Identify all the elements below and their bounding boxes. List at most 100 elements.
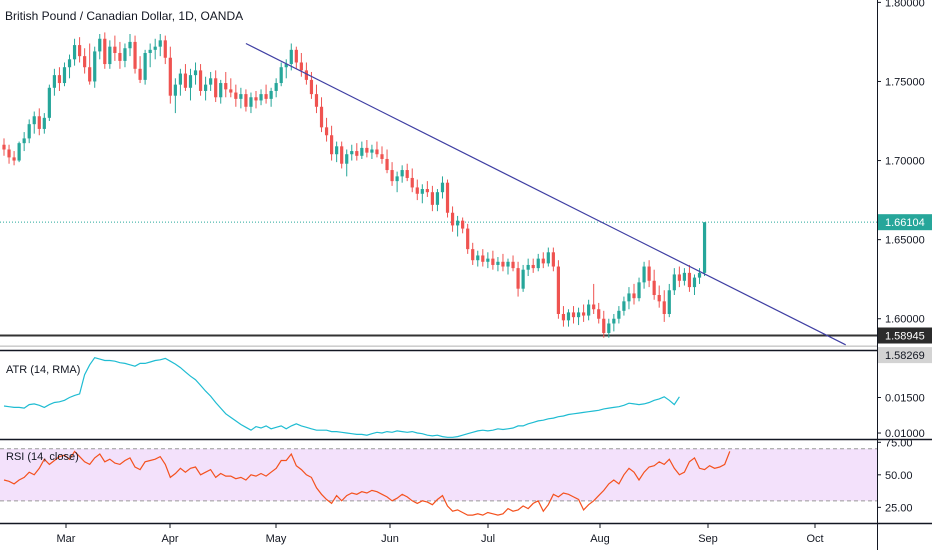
candle-body — [597, 309, 601, 319]
candle-body — [370, 149, 374, 153]
rsi-band — [0, 448, 877, 501]
candle-body — [365, 147, 369, 153]
candle-body — [385, 158, 389, 171]
candle-body — [173, 84, 177, 96]
candle-body — [410, 177, 414, 188]
candle-body — [113, 46, 117, 53]
candle-body — [607, 323, 611, 333]
candle-body — [88, 67, 92, 82]
candle-body — [390, 170, 394, 182]
candle-body — [435, 192, 440, 205]
candle-body — [78, 45, 82, 57]
candle-body — [27, 124, 31, 139]
candle-body — [108, 46, 112, 65]
candle-body — [314, 94, 319, 107]
candle-body — [632, 293, 636, 299]
candle-body — [612, 318, 616, 324]
level-tag-bg — [878, 347, 932, 364]
candle-body — [52, 75, 56, 88]
time-tick-label: Jul — [481, 533, 495, 545]
candle-body — [461, 220, 465, 229]
level-tag: 1.58945 — [885, 331, 925, 343]
candle-body — [153, 46, 157, 50]
candle-body — [37, 116, 41, 129]
candle-body — [42, 117, 46, 129]
atr-tick-label: 0.01500 — [885, 392, 925, 404]
candle-body — [355, 151, 359, 156]
atr-layer — [3, 357, 680, 438]
candle-body — [22, 138, 26, 144]
candle-body — [642, 266, 646, 283]
candle-body — [304, 70, 308, 80]
candle-body — [345, 154, 349, 164]
price-tick-label: 1.60000 — [885, 314, 925, 326]
price-tick-label: 1.70000 — [885, 156, 925, 168]
candle-body — [486, 258, 490, 262]
candle-body — [622, 301, 626, 311]
candle-body — [541, 258, 545, 264]
candle-body — [2, 144, 6, 150]
candle-body — [440, 182, 445, 193]
candle-body — [103, 38, 107, 65]
candle-body — [239, 94, 243, 99]
candle-body — [62, 67, 67, 84]
trendline — [245, 42, 846, 346]
candle-body — [662, 301, 666, 314]
candle-body — [234, 92, 238, 99]
candle-body — [627, 293, 631, 302]
candle-body — [551, 252, 555, 267]
time-tick-label: Mar — [57, 533, 76, 545]
rsi-layer — [3, 450, 731, 516]
candle-body — [652, 280, 656, 296]
candle-body — [254, 97, 258, 101]
level-tag: 1.58269 — [885, 350, 925, 362]
candle-body — [209, 78, 213, 85]
candle-body — [330, 135, 334, 155]
candle-body — [7, 149, 11, 158]
candle-body — [677, 274, 681, 281]
candle-body — [133, 41, 137, 69]
axes-layer: 1.80000 1.75000 1.70000 1.65000 1.60000 0.015… — [57, 0, 932, 545]
candle-body — [415, 187, 419, 194]
candle-body — [249, 97, 253, 107]
candle-body — [571, 312, 576, 318]
candle-body — [183, 73, 188, 88]
candle-body — [123, 48, 127, 61]
candle-body — [511, 261, 515, 269]
candle-body — [592, 304, 596, 310]
candle-body — [360, 147, 364, 156]
candle-body — [516, 268, 520, 289]
candle-body — [481, 255, 485, 262]
candle-body — [420, 189, 424, 194]
candle-body — [405, 170, 409, 178]
candle-body — [259, 94, 263, 101]
atr-label: ATR (14, RMA) — [6, 364, 80, 376]
rsi-tick-label: 75.00 — [885, 437, 913, 449]
chart-title: British Pound / Canadian Dollar, 1D, OAN… — [5, 9, 243, 23]
candle-body — [138, 68, 142, 80]
candle-body — [83, 56, 87, 68]
candle-body — [17, 143, 21, 161]
candle-body — [32, 116, 36, 125]
rsi-line — [3, 450, 731, 516]
candle-body — [576, 312, 581, 318]
candle-body — [198, 70, 203, 91]
candle-body — [244, 94, 248, 107]
candle-body — [158, 40, 162, 47]
time-tick-label: May — [266, 533, 287, 545]
candle-body — [299, 62, 303, 71]
candle-body — [128, 41, 132, 49]
candle-body — [163, 40, 167, 58]
candle-body — [425, 189, 429, 193]
candle-body — [178, 73, 182, 85]
candle-body — [445, 182, 450, 213]
candle-body — [294, 49, 298, 63]
candle-body — [72, 45, 77, 60]
candle-body — [289, 49, 293, 65]
atr-line — [3, 357, 680, 438]
candle-body — [476, 255, 480, 261]
candle-body — [561, 313, 566, 321]
candle-body — [506, 261, 510, 267]
